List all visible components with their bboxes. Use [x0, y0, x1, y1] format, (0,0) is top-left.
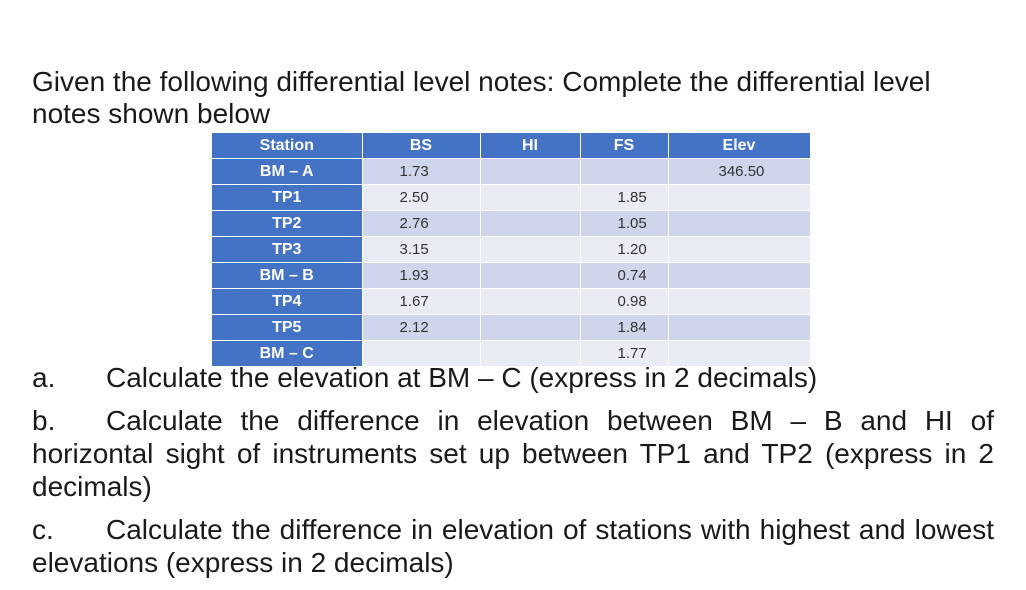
bs-cell: 2.12 [362, 314, 481, 341]
fs-cell: 1.77 [580, 340, 669, 366]
fs-cell: 0.98 [580, 288, 669, 315]
hi-cell [480, 236, 581, 263]
question-a-text: Calculate the elevation at BM – C (expre… [106, 362, 818, 393]
elev-cell [668, 210, 811, 237]
elev-cell [668, 340, 811, 366]
bs-cell: 3.15 [362, 236, 481, 263]
station-cell: TP4 [212, 288, 363, 315]
table-row: TP5 2.12 1.84 [212, 314, 811, 341]
fs-cell: 1.05 [580, 210, 669, 237]
bs-cell: 2.76 [362, 210, 481, 237]
table-row: BM – B 1.93 0.74 [212, 262, 811, 289]
header-hi: HI [480, 133, 581, 159]
station-cell: TP1 [212, 184, 363, 211]
fs-cell: 0.74 [580, 262, 669, 289]
fs-cell: 1.84 [580, 314, 669, 341]
station-cell: BM – A [212, 158, 363, 185]
table-row: BM – A 1.73 346.50 [212, 158, 811, 185]
fs-cell: 1.20 [580, 236, 669, 263]
hi-cell [480, 340, 581, 366]
table-row: TP2 2.76 1.05 [212, 210, 811, 237]
question-c-letter: c. [32, 514, 54, 545]
station-cell: BM – B [212, 262, 363, 289]
station-cell: TP2 [212, 210, 363, 237]
header-bs: BS [362, 133, 481, 159]
hi-cell [480, 288, 581, 315]
station-cell: TP3 [212, 236, 363, 263]
level-notes-table: Station BS HI FS Elev BM – A 1.73 346.50… [212, 133, 811, 366]
intro-text: Given the following differential level n… [32, 66, 931, 129]
fs-cell [580, 158, 669, 185]
elev-cell [668, 236, 811, 263]
question-a: a. Calculate the elevation at BM – C (exp… [32, 361, 994, 394]
bs-cell: 1.67 [362, 288, 481, 315]
question-b: b. Calculate the difference in elevation … [32, 404, 994, 503]
station-cell: TP5 [212, 314, 363, 341]
table-row: BM – C 1.77 [212, 340, 811, 366]
table-header-row: Station BS HI FS Elev [212, 133, 811, 159]
elev-cell: 346.50 [668, 158, 811, 185]
hi-cell [480, 210, 581, 237]
bs-cell: 1.73 [362, 158, 481, 185]
elev-cell [668, 288, 811, 315]
table-row: TP1 2.50 1.85 [212, 184, 811, 211]
hi-cell [480, 184, 581, 211]
question-c-text: Calculate the difference in elevation of… [32, 514, 994, 578]
elev-cell [668, 184, 811, 211]
bs-cell: 1.93 [362, 262, 481, 289]
hi-cell [480, 158, 581, 185]
question-a-letter: a. [32, 362, 56, 393]
header-elev: Elev [668, 133, 811, 159]
hi-cell [480, 314, 581, 341]
header-station: Station [212, 133, 363, 159]
question-c: c. Calculate the difference in elevation … [32, 513, 994, 579]
table-row: TP3 3.15 1.20 [212, 236, 811, 263]
elev-cell [668, 314, 811, 341]
bs-cell: 2.50 [362, 184, 481, 211]
elev-cell [668, 262, 811, 289]
station-cell: BM – C [212, 340, 363, 366]
header-fs: FS [580, 133, 669, 159]
hi-cell [480, 262, 581, 289]
fs-cell: 1.85 [580, 184, 669, 211]
bs-cell [362, 340, 481, 366]
question-b-letter: b. [32, 405, 56, 436]
table-row: TP4 1.67 0.98 [212, 288, 811, 315]
question-b-text: Calculate the difference in elevation be… [32, 405, 994, 502]
